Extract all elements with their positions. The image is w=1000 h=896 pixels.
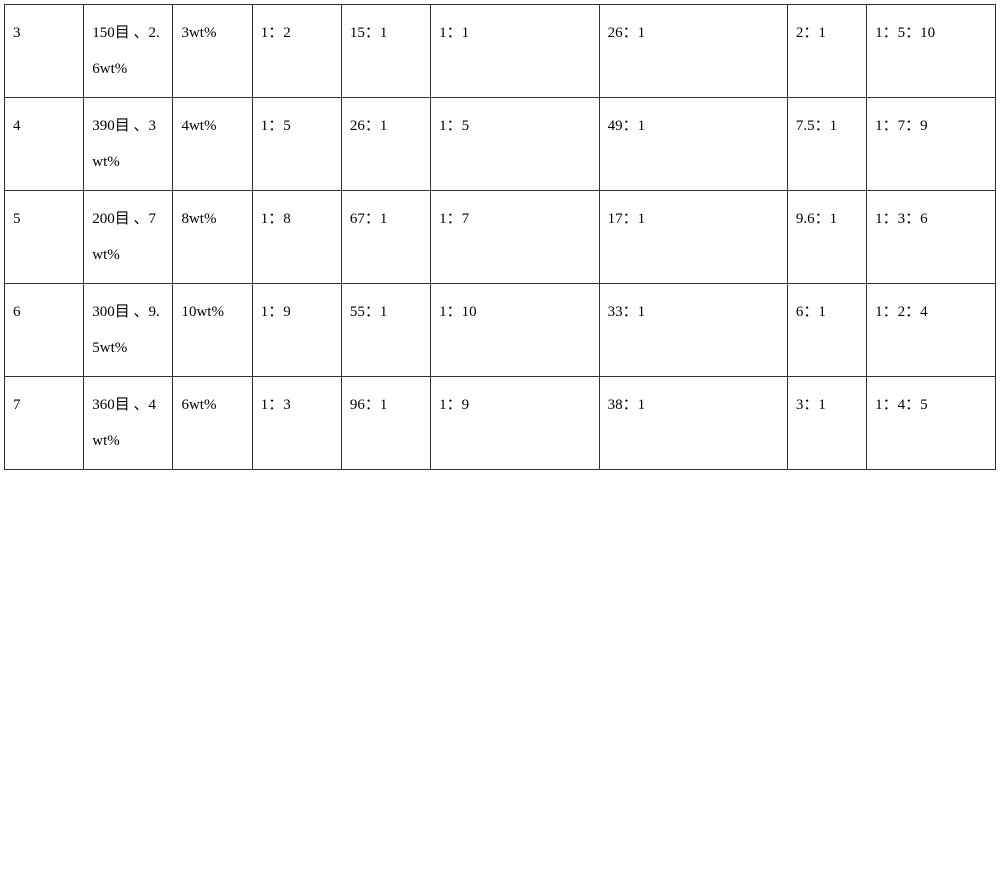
table-cell: 1：5：10 xyxy=(867,5,996,98)
table-cell: 5 xyxy=(5,191,84,284)
table-cell: 17：1 xyxy=(599,191,787,284)
table-cell: 1：2：4 xyxy=(867,284,996,377)
table-cell: 55：1 xyxy=(341,284,430,377)
table-cell: 8wt% xyxy=(173,191,252,284)
table-cell: 200目 、7wt% xyxy=(84,191,173,284)
table-cell: 1：8 xyxy=(252,191,341,284)
table-cell: 1：9 xyxy=(252,284,341,377)
table-cell: 26：1 xyxy=(599,5,787,98)
data-table: 3 150目 、2.6wt% 3wt% 1：2 15：1 1：1 26：1 2：… xyxy=(4,4,996,470)
table-cell: 10wt% xyxy=(173,284,252,377)
table-cell: 1：7 xyxy=(431,191,599,284)
table-cell: 1：3 xyxy=(252,377,341,470)
table-cell: 1：3：6 xyxy=(867,191,996,284)
table-cell: 38：1 xyxy=(599,377,787,470)
table-cell: 33：1 xyxy=(599,284,787,377)
table-cell: 49：1 xyxy=(599,98,787,191)
table-row: 7 360目 、4wt% 6wt% 1：3 96：1 1：9 38：1 3：1 … xyxy=(5,377,996,470)
table-cell: 1：5 xyxy=(252,98,341,191)
table-cell: 9.6：1 xyxy=(787,191,866,284)
table-cell: 2：1 xyxy=(787,5,866,98)
table-cell: 96：1 xyxy=(341,377,430,470)
table-cell: 1：4：5 xyxy=(867,377,996,470)
table-row: 4 390目 、3wt% 4wt% 1：5 26：1 1：5 49：1 7.5：… xyxy=(5,98,996,191)
table-row: 6 300目 、9.5wt% 10wt% 1：9 55：1 1：10 33：1 … xyxy=(5,284,996,377)
table-cell: 3 xyxy=(5,5,84,98)
table-cell: 1：1 xyxy=(431,5,599,98)
table-cell: 360目 、4wt% xyxy=(84,377,173,470)
table-cell: 390目 、3wt% xyxy=(84,98,173,191)
table-cell: 6：1 xyxy=(787,284,866,377)
table-cell: 3wt% xyxy=(173,5,252,98)
table-cell: 4 xyxy=(5,98,84,191)
table-cell: 26：1 xyxy=(341,98,430,191)
table-cell: 1：5 xyxy=(431,98,599,191)
table-cell: 1：7：9 xyxy=(867,98,996,191)
table-cell: 4wt% xyxy=(173,98,252,191)
table-cell: 7 xyxy=(5,377,84,470)
table-cell: 3：1 xyxy=(787,377,866,470)
table-cell: 15：1 xyxy=(341,5,430,98)
table-row: 5 200目 、7wt% 8wt% 1：8 67：1 1：7 17：1 9.6：… xyxy=(5,191,996,284)
table-row: 3 150目 、2.6wt% 3wt% 1：2 15：1 1：1 26：1 2：… xyxy=(5,5,996,98)
table-cell: 300目 、9.5wt% xyxy=(84,284,173,377)
table-cell: 1：10 xyxy=(431,284,599,377)
table-cell: 7.5：1 xyxy=(787,98,866,191)
table-cell: 1：2 xyxy=(252,5,341,98)
table-cell: 67：1 xyxy=(341,191,430,284)
table-body: 3 150目 、2.6wt% 3wt% 1：2 15：1 1：1 26：1 2：… xyxy=(5,5,996,470)
table-cell: 150目 、2.6wt% xyxy=(84,5,173,98)
table-cell: 6 xyxy=(5,284,84,377)
table-cell: 1：9 xyxy=(431,377,599,470)
table-cell: 6wt% xyxy=(173,377,252,470)
